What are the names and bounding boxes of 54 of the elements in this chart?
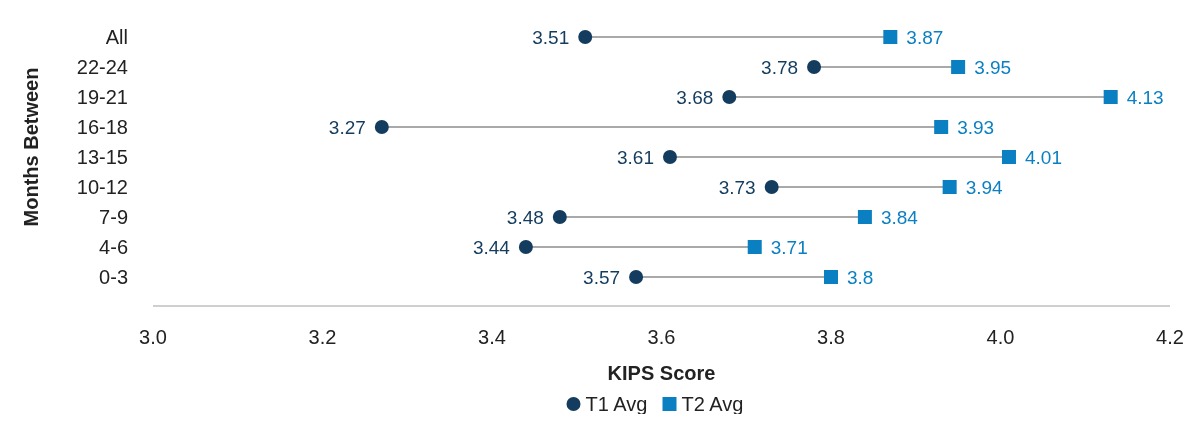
data-label: 4.01 <box>1024 147 1062 168</box>
data-label: 3.94 <box>965 177 1004 198</box>
data-label: 3.48 <box>506 207 544 228</box>
x-tick-label: 4.0 <box>986 326 1015 348</box>
y-tick-label: 16-18 <box>76 116 128 138</box>
y-tick-label: 10-12 <box>76 176 128 198</box>
y-tick-label: 22-24 <box>76 56 128 78</box>
point <box>374 120 389 134</box>
data-label: 3.78 <box>761 57 799 78</box>
point <box>1103 90 1118 104</box>
point <box>857 210 872 224</box>
data-label: 3.61 <box>616 147 654 168</box>
point <box>883 30 898 44</box>
x-tick-label: 3.2 <box>308 326 337 348</box>
data-label: 3.84 <box>880 207 919 228</box>
data-label: 3.73 <box>718 177 756 198</box>
y-tick-label: 7-9 <box>99 206 128 228</box>
data-label: 3.71 <box>770 237 808 258</box>
data-label: 3.51 <box>532 27 570 48</box>
x-tick-label: 4.2 <box>1156 326 1184 348</box>
data-label: 3.95 <box>974 57 1012 78</box>
x-tick-label: 3.8 <box>817 326 845 348</box>
point <box>662 150 677 164</box>
y-tick-label: 4-6 <box>99 236 128 258</box>
point <box>824 270 838 284</box>
point <box>518 240 533 254</box>
data-label: 4.13 <box>1126 87 1164 108</box>
point <box>1001 150 1016 164</box>
point <box>807 60 822 74</box>
point <box>552 210 567 224</box>
x-tick-label: 3.4 <box>478 326 506 348</box>
data-label: 3.87 <box>906 27 944 48</box>
data-label: 3.44 <box>472 237 511 258</box>
point <box>629 270 644 284</box>
x-tick-label: 3.6 <box>647 326 676 348</box>
point <box>764 180 779 194</box>
point <box>747 240 762 254</box>
data-label: 3.68 <box>676 87 714 108</box>
y-tick-label: 0-3 <box>99 266 128 288</box>
point <box>578 30 593 44</box>
point <box>951 60 966 74</box>
data-label: 3.8 <box>847 267 874 288</box>
y-tick-label: All <box>105 26 128 48</box>
y-tick-label: 19-21 <box>76 86 128 108</box>
data-label: 3.93 <box>957 117 995 138</box>
x-tick-label: 3.0 <box>139 326 167 348</box>
point <box>942 180 957 194</box>
data-label: 3.57 <box>583 267 621 288</box>
point <box>934 120 949 134</box>
x-axis-title: KIPS Score <box>607 362 716 384</box>
data-label: 3.27 <box>328 117 366 138</box>
y-axis-title: Months Between <box>20 67 42 227</box>
y-tick-label: 13-15 <box>76 146 128 168</box>
point <box>722 90 737 104</box>
